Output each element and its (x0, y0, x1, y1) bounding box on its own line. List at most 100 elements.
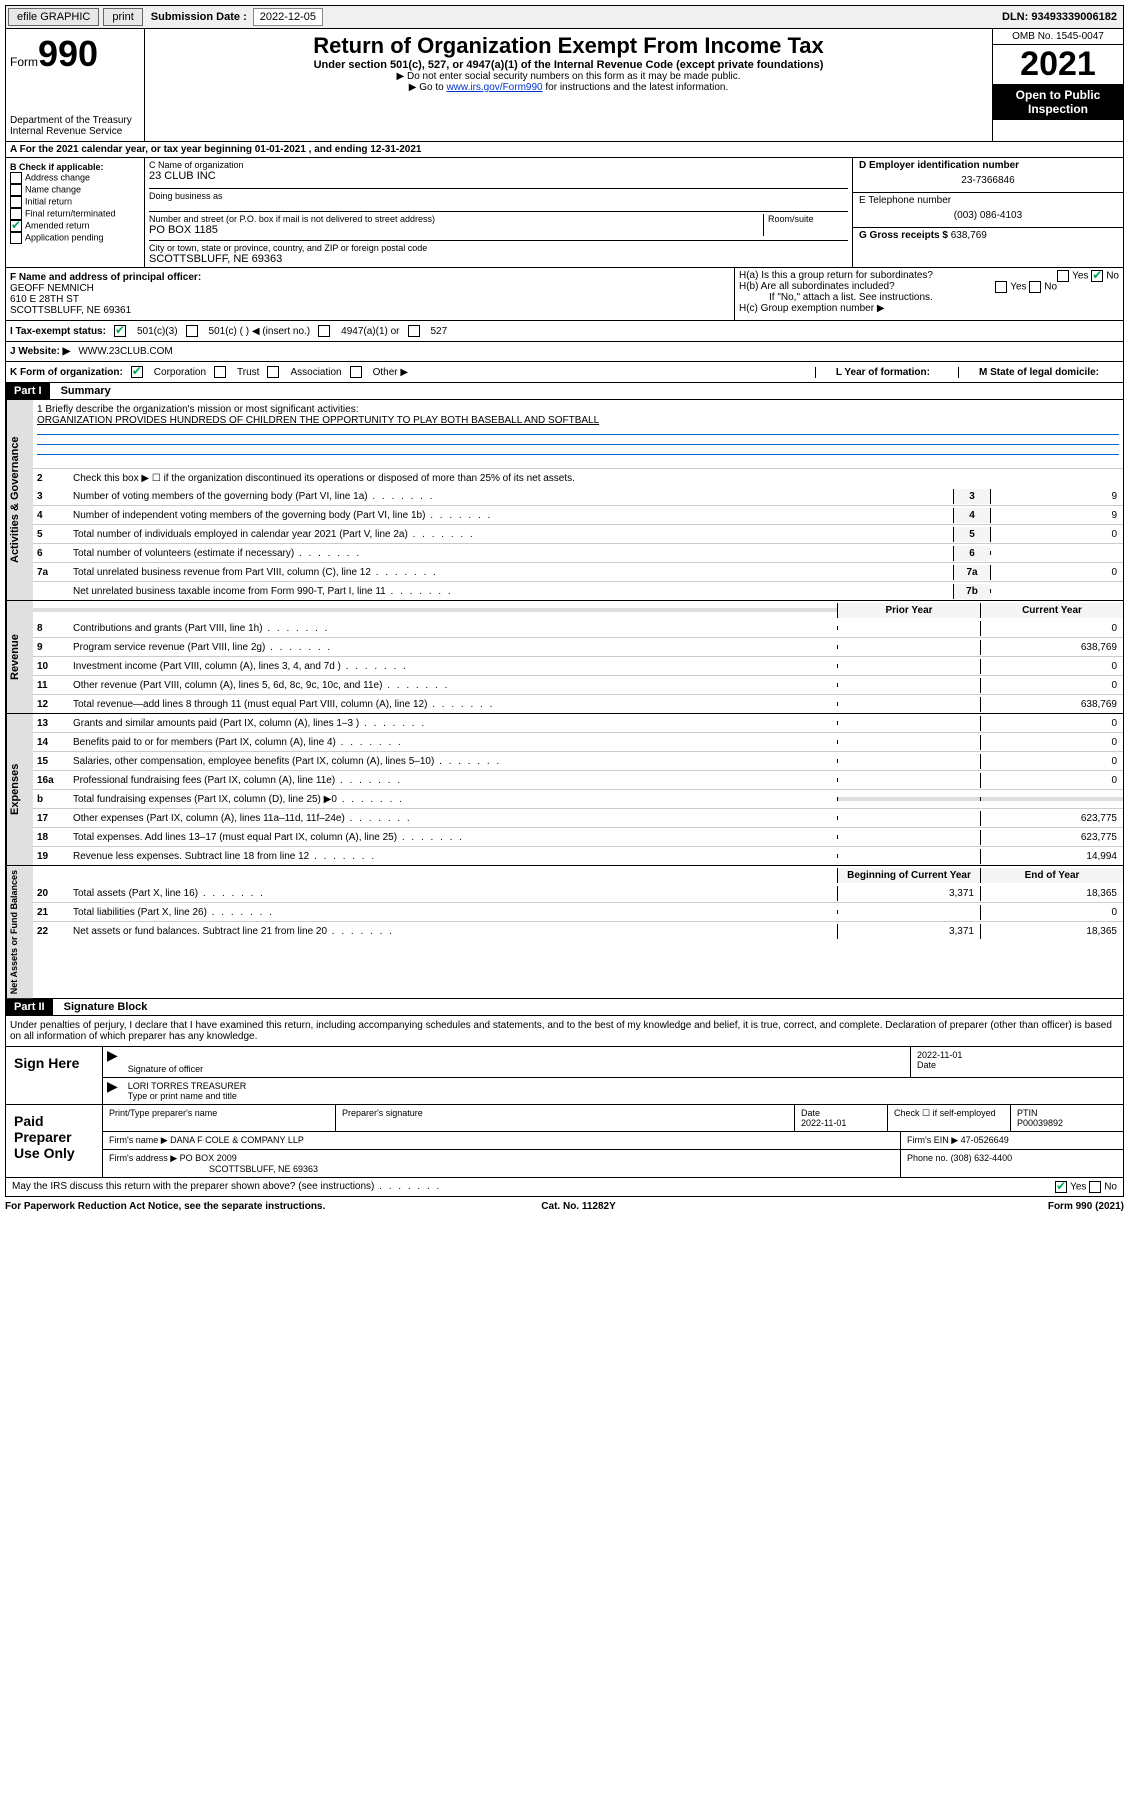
activities-governance: Activities & Governance 1 Briefly descri… (5, 400, 1124, 601)
summary-line: 16aProfessional fundraising fees (Part I… (33, 770, 1123, 789)
paid-preparer-label: Paid Preparer Use Only (6, 1105, 103, 1177)
irs-link[interactable]: www.irs.gov/Form990 (446, 82, 542, 93)
ein: 23-7366846 (859, 171, 1117, 190)
firm-ein: 47-0526649 (961, 1135, 1009, 1145)
submission-date: 2022-12-05 (253, 8, 323, 26)
form-title-box: Return of Organization Exempt From Incom… (145, 29, 992, 141)
website: WWW.23CLUB.COM (78, 346, 172, 357)
paperwork-notice: For Paperwork Reduction Act Notice, see … (5, 1201, 325, 1212)
summary-line: 12Total revenue—add lines 8 through 11 (… (33, 694, 1123, 713)
perjury-declaration: Under penalties of perjury, I declare th… (6, 1016, 1123, 1046)
right-info-block: D Employer identification number 23-7366… (852, 158, 1123, 267)
page-footer: For Paperwork Reduction Act Notice, see … (5, 1197, 1124, 1216)
discuss-question: May the IRS discuss this return with the… (12, 1181, 441, 1193)
preparer-date: 2022-11-01 (801, 1118, 881, 1128)
cb-amended-return[interactable] (10, 220, 22, 232)
year-box: OMB No. 1545-0047 2021 Open to Public In… (992, 29, 1123, 141)
form-subtitle: Under section 501(c), 527, or 4947(a)(1)… (149, 59, 988, 71)
cb-discuss-yes[interactable] (1055, 1181, 1067, 1193)
entity-info-block: B Check if applicable: Address change Na… (5, 158, 1124, 268)
summary-line: 21Total liabilities (Part X, line 26)0 (33, 902, 1123, 921)
cb-4947[interactable] (318, 325, 330, 337)
end-year-header: End of Year (980, 868, 1123, 883)
revenue-section: Revenue Prior Year Current Year 8Contrib… (5, 601, 1124, 714)
summary-line: 8Contributions and grants (Part VIII, li… (33, 619, 1123, 637)
signature-block: Under penalties of perjury, I declare th… (5, 1016, 1124, 1197)
tab-revenue: Revenue (6, 601, 33, 713)
tax-exempt-row: I Tax-exempt status: 501(c)(3) 501(c) ( … (5, 321, 1124, 342)
form-header: Form990 Department of the Treasury Inter… (5, 29, 1124, 142)
form-number-box: Form990 Department of the Treasury Inter… (6, 29, 145, 141)
summary-line: 6Total number of volunteers (estimate if… (33, 543, 1123, 562)
cb-hb-yes[interactable] (995, 281, 1007, 293)
cat-no: Cat. No. 11282Y (541, 1201, 615, 1212)
summary-line: 9Program service revenue (Part VIII, lin… (33, 637, 1123, 656)
arrow-icon: ▶ (103, 1078, 122, 1104)
dln: DLN: 93493339006182 (1002, 11, 1123, 23)
officer-sig-date: 2022-11-01 (917, 1050, 1117, 1060)
summary-line: 10Investment income (Part VIII, column (… (33, 656, 1123, 675)
efile-graphic-button[interactable]: efile GRAPHIC (8, 8, 99, 26)
org-address: PO BOX 1185 (149, 224, 763, 236)
cb-name-change[interactable] (10, 184, 22, 196)
form-title: Return of Organization Exempt From Incom… (149, 33, 988, 59)
mission-block: 1 Briefly describe the organization's mi… (33, 400, 1123, 468)
firm-phone: (308) 632-4400 (951, 1153, 1013, 1163)
cb-hb-no[interactable] (1029, 281, 1041, 293)
arrow-icon: ▶ (103, 1047, 122, 1077)
mission-text: ORGANIZATION PROVIDES HUNDREDS OF CHILDR… (37, 415, 1119, 426)
efile-topbar: efile GRAPHIC print Submission Date : 20… (5, 5, 1124, 29)
current-year-header: Current Year (980, 603, 1123, 618)
phone: (003) 086-4103 (859, 206, 1117, 225)
summary-line: 11Other revenue (Part VIII, column (A), … (33, 675, 1123, 694)
cb-other[interactable] (350, 366, 362, 378)
website-row: J Website: ▶ WWW.23CLUB.COM (5, 342, 1124, 362)
submission-date-label: Submission Date : (145, 11, 253, 23)
open-to-public: Open to Public Inspection (993, 84, 1123, 120)
beginning-year-header: Beginning of Current Year (837, 868, 980, 883)
summary-line: 13Grants and similar amounts paid (Part … (33, 714, 1123, 732)
cb-501c[interactable] (186, 325, 198, 337)
dept-treasury: Department of the Treasury Internal Reve… (10, 115, 140, 137)
summary-line: 3Number of voting members of the governi… (33, 487, 1123, 505)
cb-assoc[interactable] (267, 366, 279, 378)
summary-line: 5Total number of individuals employed in… (33, 524, 1123, 543)
cb-discuss-no[interactable] (1089, 1181, 1101, 1193)
org-name-block: C Name of organization 23 CLUB INC Doing… (145, 158, 852, 267)
org-city: SCOTTSBLUFF, NE 69363 (149, 253, 848, 265)
tab-net-assets: Net Assets or Fund Balances (6, 866, 33, 998)
k-row: K Form of organization: Corporation Trus… (5, 362, 1124, 383)
cb-527[interactable] (408, 325, 420, 337)
form-note-ssn: ▶ Do not enter social security numbers o… (149, 71, 988, 82)
tax-year-range: A For the 2021 calendar year, or tax yea… (5, 142, 1124, 158)
summary-line: bTotal fundraising expenses (Part IX, co… (33, 789, 1123, 808)
cb-address-change[interactable] (10, 172, 22, 184)
part2-header: Part II Signature Block (5, 999, 1124, 1016)
cb-corp[interactable] (131, 366, 143, 378)
officer-name: LORI TORRES TREASURER (128, 1081, 1117, 1091)
h-block: H(a) Is this a group return for subordin… (734, 268, 1123, 320)
cb-initial-return[interactable] (10, 196, 22, 208)
cb-ha-yes[interactable] (1057, 270, 1069, 282)
cb-application-pending[interactable] (10, 232, 22, 244)
tab-governance: Activities & Governance (6, 400, 33, 600)
expenses-section: Expenses 13Grants and similar amounts pa… (5, 714, 1124, 866)
cb-trust[interactable] (214, 366, 226, 378)
form-note-link: ▶ Go to www.irs.gov/Form990 for instruct… (149, 82, 988, 93)
summary-line: 20Total assets (Part X, line 16)3,37118,… (33, 884, 1123, 902)
cb-501c3[interactable] (114, 325, 126, 337)
summary-line: 15Salaries, other compensation, employee… (33, 751, 1123, 770)
summary-line: 7aTotal unrelated business revenue from … (33, 562, 1123, 581)
part1-header: Part I Summary (5, 383, 1124, 400)
print-button[interactable]: print (103, 8, 142, 26)
gross-receipts: 638,769 (951, 230, 987, 241)
summary-line: 18Total expenses. Add lines 13–17 (must … (33, 827, 1123, 846)
summary-line: 17Other expenses (Part IX, column (A), l… (33, 808, 1123, 827)
summary-line: Net unrelated business taxable income fr… (33, 581, 1123, 600)
firm-address: PO BOX 2009 (180, 1153, 237, 1163)
omb-number: OMB No. 1545-0047 (993, 29, 1123, 45)
officer-h-block: F Name and address of principal officer:… (5, 268, 1124, 321)
prior-year-header: Prior Year (837, 603, 980, 618)
form-ref: Form 990 (2021) (1048, 1201, 1124, 1212)
cb-ha-no[interactable] (1091, 270, 1103, 282)
